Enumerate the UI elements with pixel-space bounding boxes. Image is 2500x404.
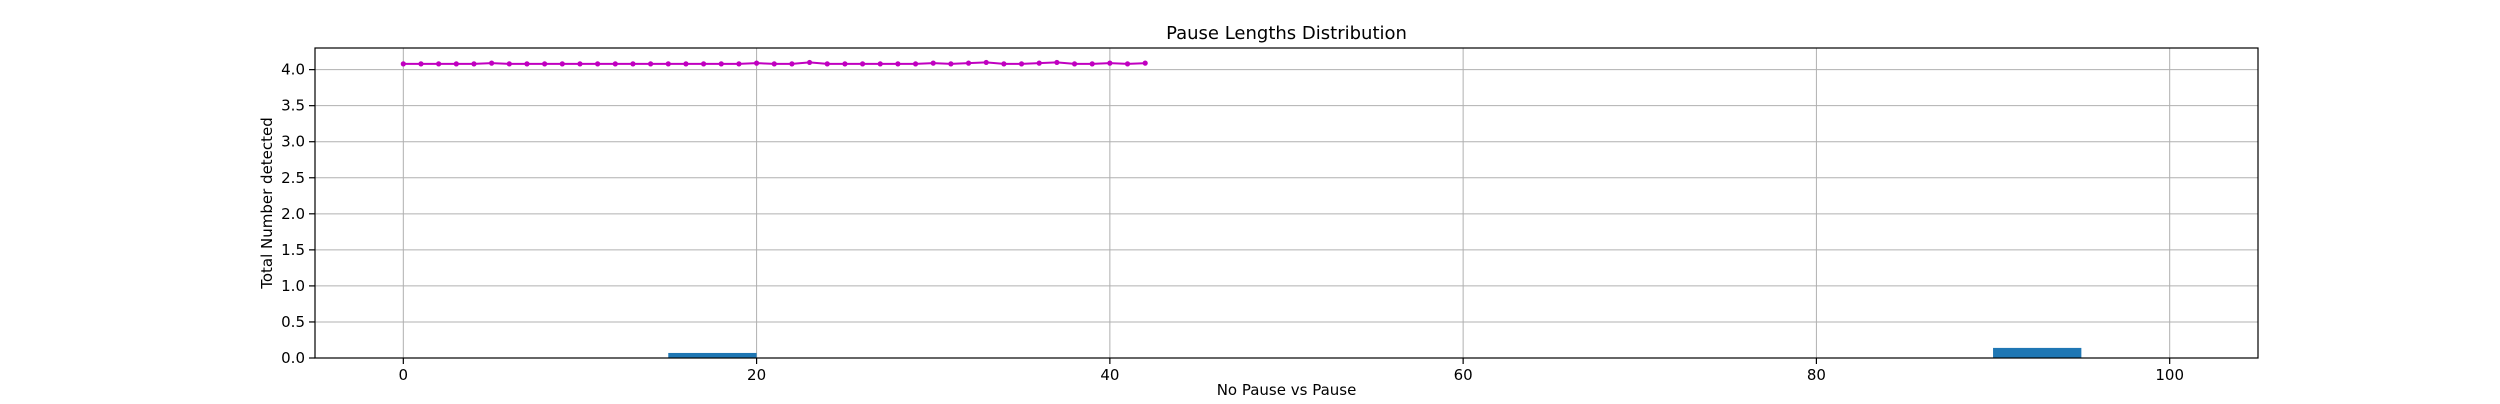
y-tick-label: 4.0 bbox=[281, 61, 305, 79]
line-point bbox=[1142, 60, 1148, 66]
bars-layer bbox=[668, 347, 2082, 358]
bar bbox=[668, 352, 757, 358]
line-point bbox=[965, 60, 972, 66]
line-point bbox=[1124, 61, 1131, 67]
line-point bbox=[983, 59, 989, 66]
ticks-layer: 0 20 40 60 80 100 0.0 0.5 1.0 1.5 2.0 2.5 3.0 3.5 4.0 bbox=[281, 61, 2184, 384]
grid-layer bbox=[315, 48, 2258, 359]
line-point bbox=[524, 61, 530, 67]
line-point bbox=[877, 61, 883, 67]
line-point bbox=[1071, 61, 1078, 67]
line-point bbox=[418, 61, 424, 67]
line-point bbox=[912, 61, 919, 67]
line-point bbox=[630, 61, 636, 67]
line-point bbox=[1018, 61, 1025, 67]
x-tick-label: 0 bbox=[399, 366, 409, 384]
line-point bbox=[824, 61, 830, 67]
y-tick-label: 3.5 bbox=[281, 97, 305, 115]
line-point bbox=[789, 61, 795, 67]
line-point bbox=[595, 61, 601, 67]
x-tick-label: 100 bbox=[2155, 366, 2184, 384]
line-point bbox=[895, 61, 901, 67]
line-point bbox=[701, 61, 707, 67]
y-tick-label: 3.0 bbox=[281, 133, 305, 151]
bar bbox=[1993, 347, 2082, 358]
x-tick-label: 60 bbox=[1454, 366, 1473, 384]
y-tick-label: 0.5 bbox=[281, 313, 305, 331]
line-point bbox=[948, 61, 954, 67]
line-point bbox=[806, 59, 813, 66]
x-tick-label: 20 bbox=[747, 366, 766, 384]
line-point bbox=[683, 61, 689, 67]
line-point bbox=[648, 61, 654, 67]
line-point bbox=[771, 61, 777, 67]
line-point bbox=[436, 61, 442, 67]
x-axis-title: No Pause vs Pause bbox=[1217, 381, 1357, 399]
line-point bbox=[665, 61, 671, 67]
line-point bbox=[1107, 60, 1113, 66]
x-tick-label: 40 bbox=[1100, 366, 1119, 384]
line-point bbox=[736, 61, 742, 67]
line-point bbox=[1036, 60, 1042, 66]
line-point bbox=[542, 61, 548, 67]
line-point bbox=[577, 61, 583, 67]
chart-title: Pause Lengths Distribution bbox=[1166, 23, 1407, 44]
line-point bbox=[506, 61, 512, 67]
line-point bbox=[859, 61, 866, 67]
line-point bbox=[489, 60, 495, 66]
axes-frame bbox=[314, 47, 2259, 359]
line-point bbox=[1089, 61, 1095, 67]
line-point bbox=[559, 61, 565, 67]
line-series-layer bbox=[400, 59, 1148, 67]
y-tick-label: 2.5 bbox=[281, 169, 305, 187]
line-point bbox=[612, 61, 618, 67]
line-point bbox=[400, 61, 406, 67]
line-point bbox=[453, 61, 459, 67]
line-point bbox=[753, 60, 760, 66]
line-point bbox=[471, 61, 477, 67]
line-point bbox=[842, 61, 848, 67]
line-point bbox=[1001, 61, 1007, 67]
y-tick-label: 2.0 bbox=[281, 205, 305, 223]
y-tick-label: 1.0 bbox=[281, 277, 305, 295]
x-tick-label: 80 bbox=[1807, 366, 1826, 384]
line-point bbox=[1054, 59, 1060, 66]
y-axis-title: Total Number detected bbox=[258, 117, 276, 290]
y-tick-label: 1.5 bbox=[281, 241, 305, 259]
line-point bbox=[718, 61, 724, 67]
line-point bbox=[930, 60, 936, 66]
y-tick-label: 0.0 bbox=[281, 349, 305, 367]
